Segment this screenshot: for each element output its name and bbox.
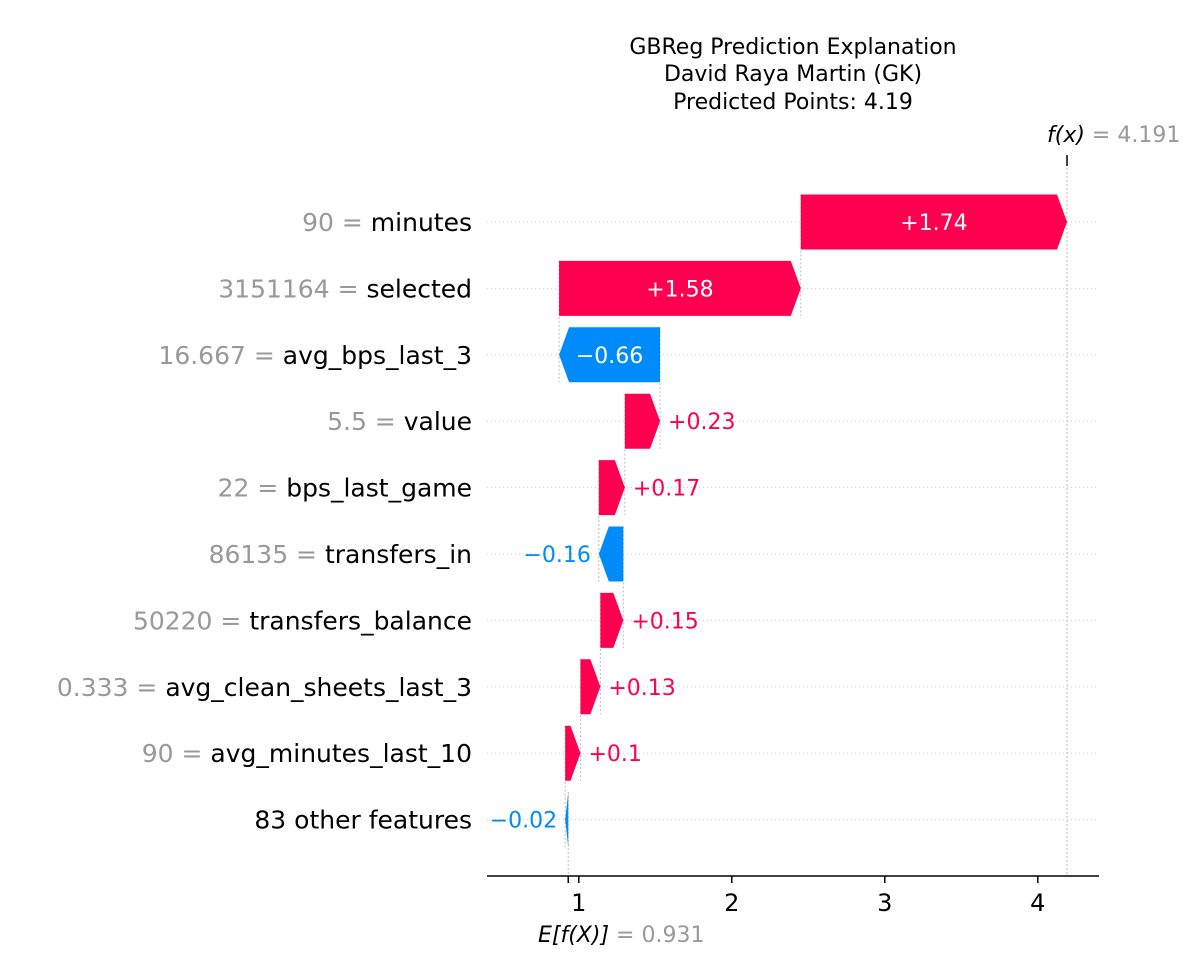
x-tick-label: 4 <box>1030 889 1045 917</box>
feature-value: 22 = <box>218 474 287 503</box>
bar-value-label: −0.66 <box>576 344 643 369</box>
feature-label: 50220 = transfers_balance <box>133 606 472 635</box>
output-label-prefix: f(x) <box>1047 123 1085 148</box>
bar-value-label: +0.17 <box>633 477 700 502</box>
feature-value: 86135 = <box>209 540 325 569</box>
feature-value: 50220 = <box>133 606 249 635</box>
positive-contribution-bar <box>598 460 625 516</box>
bar-value-label: +1.58 <box>646 277 713 302</box>
positive-contribution-bar <box>580 659 601 715</box>
feature-label: 3151164 = selected <box>218 274 472 303</box>
base-value-label: E[f(X)] = 0.931 <box>538 923 704 948</box>
feature-value: 3151164 = <box>218 274 366 303</box>
output-label-value: = 4.191 <box>1085 123 1180 148</box>
feature-label: 86135 = transfers_in <box>209 540 472 569</box>
feature-name: selected <box>366 274 472 303</box>
output-value-annotation: f(x) = 4.191 <box>1047 123 1180 166</box>
feature-labels: 90 = minutes 3151164 = selected 16.667 = a… <box>57 208 472 835</box>
feature-name: minutes <box>371 208 472 237</box>
x-axis: 1 2 3 4 <box>487 875 1099 917</box>
feature-label: 0.333 = avg_clean_sheets_last_3 <box>57 673 472 702</box>
bar-value-label: +0.13 <box>608 676 675 701</box>
feature-name: value <box>404 407 472 436</box>
feature-label: 83 other features <box>254 806 472 835</box>
base-value-annotation: E[f(X)] = 0.931 <box>538 876 704 948</box>
feature-name: 83 other features <box>254 806 472 835</box>
bar-value-label: −0.16 <box>523 543 590 568</box>
positive-contribution-bar <box>559 260 801 316</box>
feature-name: bps_last_game <box>286 474 472 503</box>
base-label-value: = 0.931 <box>609 923 704 948</box>
feature-value: 16.667 = <box>158 341 282 370</box>
feature-label: 22 = bps_last_game <box>218 474 472 503</box>
contribution-bars: +1.74 +1.58 −0.66 +0.23 +0.17 −0.16 +0.15 +0.13… <box>490 194 1068 848</box>
feature-name: avg_clean_sheets_last_3 <box>165 673 472 702</box>
output-value-label: f(x) = 4.191 <box>1047 123 1180 148</box>
negative-contribution-bar <box>565 792 569 848</box>
chart-title-line-3: Predicted Points: 4.19 <box>673 90 913 115</box>
x-tick-label: 2 <box>724 889 739 917</box>
feature-name: transfers_balance <box>249 606 472 635</box>
bar-value-label: +1.74 <box>900 211 967 236</box>
x-tick-label: 1 <box>571 889 586 917</box>
chart-title: GBReg Prediction Explanation David Raya … <box>629 35 956 115</box>
bar-value-label: −0.02 <box>490 809 557 834</box>
bar-value-label: +0.15 <box>631 609 698 634</box>
feature-name: avg_bps_last_3 <box>283 341 472 370</box>
feature-label: 90 = avg_minutes_last_10 <box>142 739 472 768</box>
positive-contribution-bar <box>565 725 581 781</box>
feature-value: 5.5 = <box>327 407 404 436</box>
feature-label: 90 = minutes <box>302 208 472 237</box>
negative-contribution-bar <box>559 327 661 383</box>
bar-value-label: +0.23 <box>668 410 735 435</box>
x-tick-label: 3 <box>877 889 892 917</box>
feature-value: 90 = <box>302 208 371 237</box>
feature-label: 5.5 = value <box>327 407 472 436</box>
bar-value-label: +0.1 <box>588 742 641 767</box>
feature-label: 16.667 = avg_bps_last_3 <box>158 341 472 370</box>
base-label-prefix: E[f(X)] <box>538 923 609 948</box>
positive-contribution-bar <box>600 592 624 648</box>
feature-value: 90 = <box>142 739 211 768</box>
positive-contribution-bar <box>624 393 661 449</box>
chart-title-line-1: GBReg Prediction Explanation <box>629 35 956 60</box>
negative-contribution-bar <box>598 526 624 582</box>
feature-name: avg_minutes_last_10 <box>210 739 472 768</box>
chart-title-line-2: David Raya Martin (GK) <box>664 62 922 87</box>
feature-name: transfers_in <box>325 540 472 569</box>
feature-value: 0.333 = <box>57 673 165 702</box>
positive-contribution-bar <box>800 194 1068 250</box>
